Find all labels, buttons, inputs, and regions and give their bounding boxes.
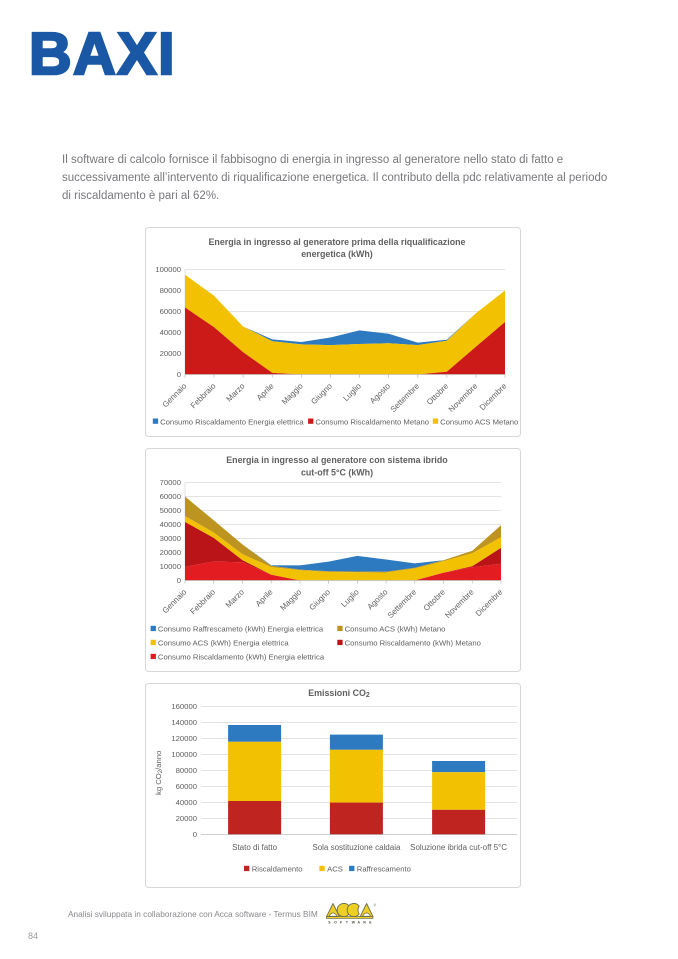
svg-text:Riscaldamento: Riscaldamento <box>252 865 303 874</box>
svg-text:kg CO2/anno: kg CO2/anno <box>154 751 164 795</box>
svg-text:60000: 60000 <box>176 782 197 791</box>
svg-text:energetica (kWh): energetica (kWh) <box>301 249 373 259</box>
svg-text:20000: 20000 <box>160 349 181 358</box>
svg-text:Consumo Riscaldamento Metano: Consumo Riscaldamento Metano <box>315 417 429 426</box>
svg-text:Sola sostituzione caldaia: Sola sostituzione caldaia <box>312 843 401 852</box>
svg-text:50000: 50000 <box>160 506 181 515</box>
svg-text:10000: 10000 <box>160 562 181 571</box>
svg-text:Stato di fatto: Stato di fatto <box>232 843 277 852</box>
svg-text:0: 0 <box>177 370 181 379</box>
svg-text:Energia in ingresso al generat: Energia in ingresso al generatore prima … <box>209 237 466 247</box>
svg-text:30000: 30000 <box>160 534 181 543</box>
svg-text:40000: 40000 <box>160 520 181 529</box>
svg-text:Consumo ACS (kWh) Energia elet: Consumo ACS (kWh) Energia elettrica <box>158 639 289 648</box>
svg-text:Consumo ACS (kWh) Metano: Consumo ACS (kWh) Metano <box>345 625 446 634</box>
svg-text:O: O <box>334 920 337 924</box>
svg-text:E: E <box>369 920 372 924</box>
svg-text:A: A <box>358 920 361 924</box>
svg-text:Raffrescamento: Raffrescamento <box>357 865 411 874</box>
svg-text:80000: 80000 <box>160 286 181 295</box>
svg-text:140000: 140000 <box>171 718 197 727</box>
svg-text:20000: 20000 <box>176 814 197 823</box>
svg-text:Consumo Raffrescameto (kWh) En: Consumo Raffrescameto (kWh) Energia elet… <box>158 625 324 634</box>
svg-text:Emissioni CO2: Emissioni CO2 <box>308 688 370 699</box>
svg-text:100000: 100000 <box>171 750 197 759</box>
svg-text:100000: 100000 <box>155 265 181 274</box>
svg-text:0: 0 <box>177 576 181 585</box>
svg-text:Consumo Riscaldamento (kWh) Me: Consumo Riscaldamento (kWh) Metano <box>345 639 481 648</box>
svg-text:Consumo Riscaldamento (kWh) En: Consumo Riscaldamento (kWh) Energia elet… <box>158 653 325 662</box>
svg-text:70000: 70000 <box>160 478 181 487</box>
svg-text:F: F <box>340 920 342 924</box>
svg-text:60000: 60000 <box>160 492 181 501</box>
svg-text:Soluzione ibrida cut-off 5°C: Soluzione ibrida cut-off 5°C <box>410 843 507 852</box>
svg-text:0: 0 <box>193 830 197 839</box>
svg-text:Consumo Riscaldamento Energia: Consumo Riscaldamento Energia elettrica <box>160 417 304 426</box>
svg-text:S: S <box>328 920 331 924</box>
svg-text:®: ® <box>374 904 376 908</box>
svg-text:Consumo ACS Metano: Consumo ACS Metano <box>440 417 518 426</box>
svg-text:20000: 20000 <box>160 548 181 557</box>
svg-text:80000: 80000 <box>176 766 197 775</box>
svg-text:W: W <box>352 920 356 924</box>
svg-text:40000: 40000 <box>160 328 181 337</box>
svg-text:R: R <box>363 920 366 924</box>
svg-text:ACS: ACS <box>327 865 343 874</box>
svg-text:cut-off 5°C (kWh): cut-off 5°C (kWh) <box>301 468 373 478</box>
svg-text:60000: 60000 <box>160 307 181 316</box>
svg-text:120000: 120000 <box>171 734 197 743</box>
svg-text:40000: 40000 <box>176 798 197 807</box>
svg-text:T: T <box>346 920 349 924</box>
svg-text:Energia in ingresso al generat: Energia in ingresso al generatore con si… <box>226 455 448 465</box>
svg-text:160000: 160000 <box>171 702 197 711</box>
